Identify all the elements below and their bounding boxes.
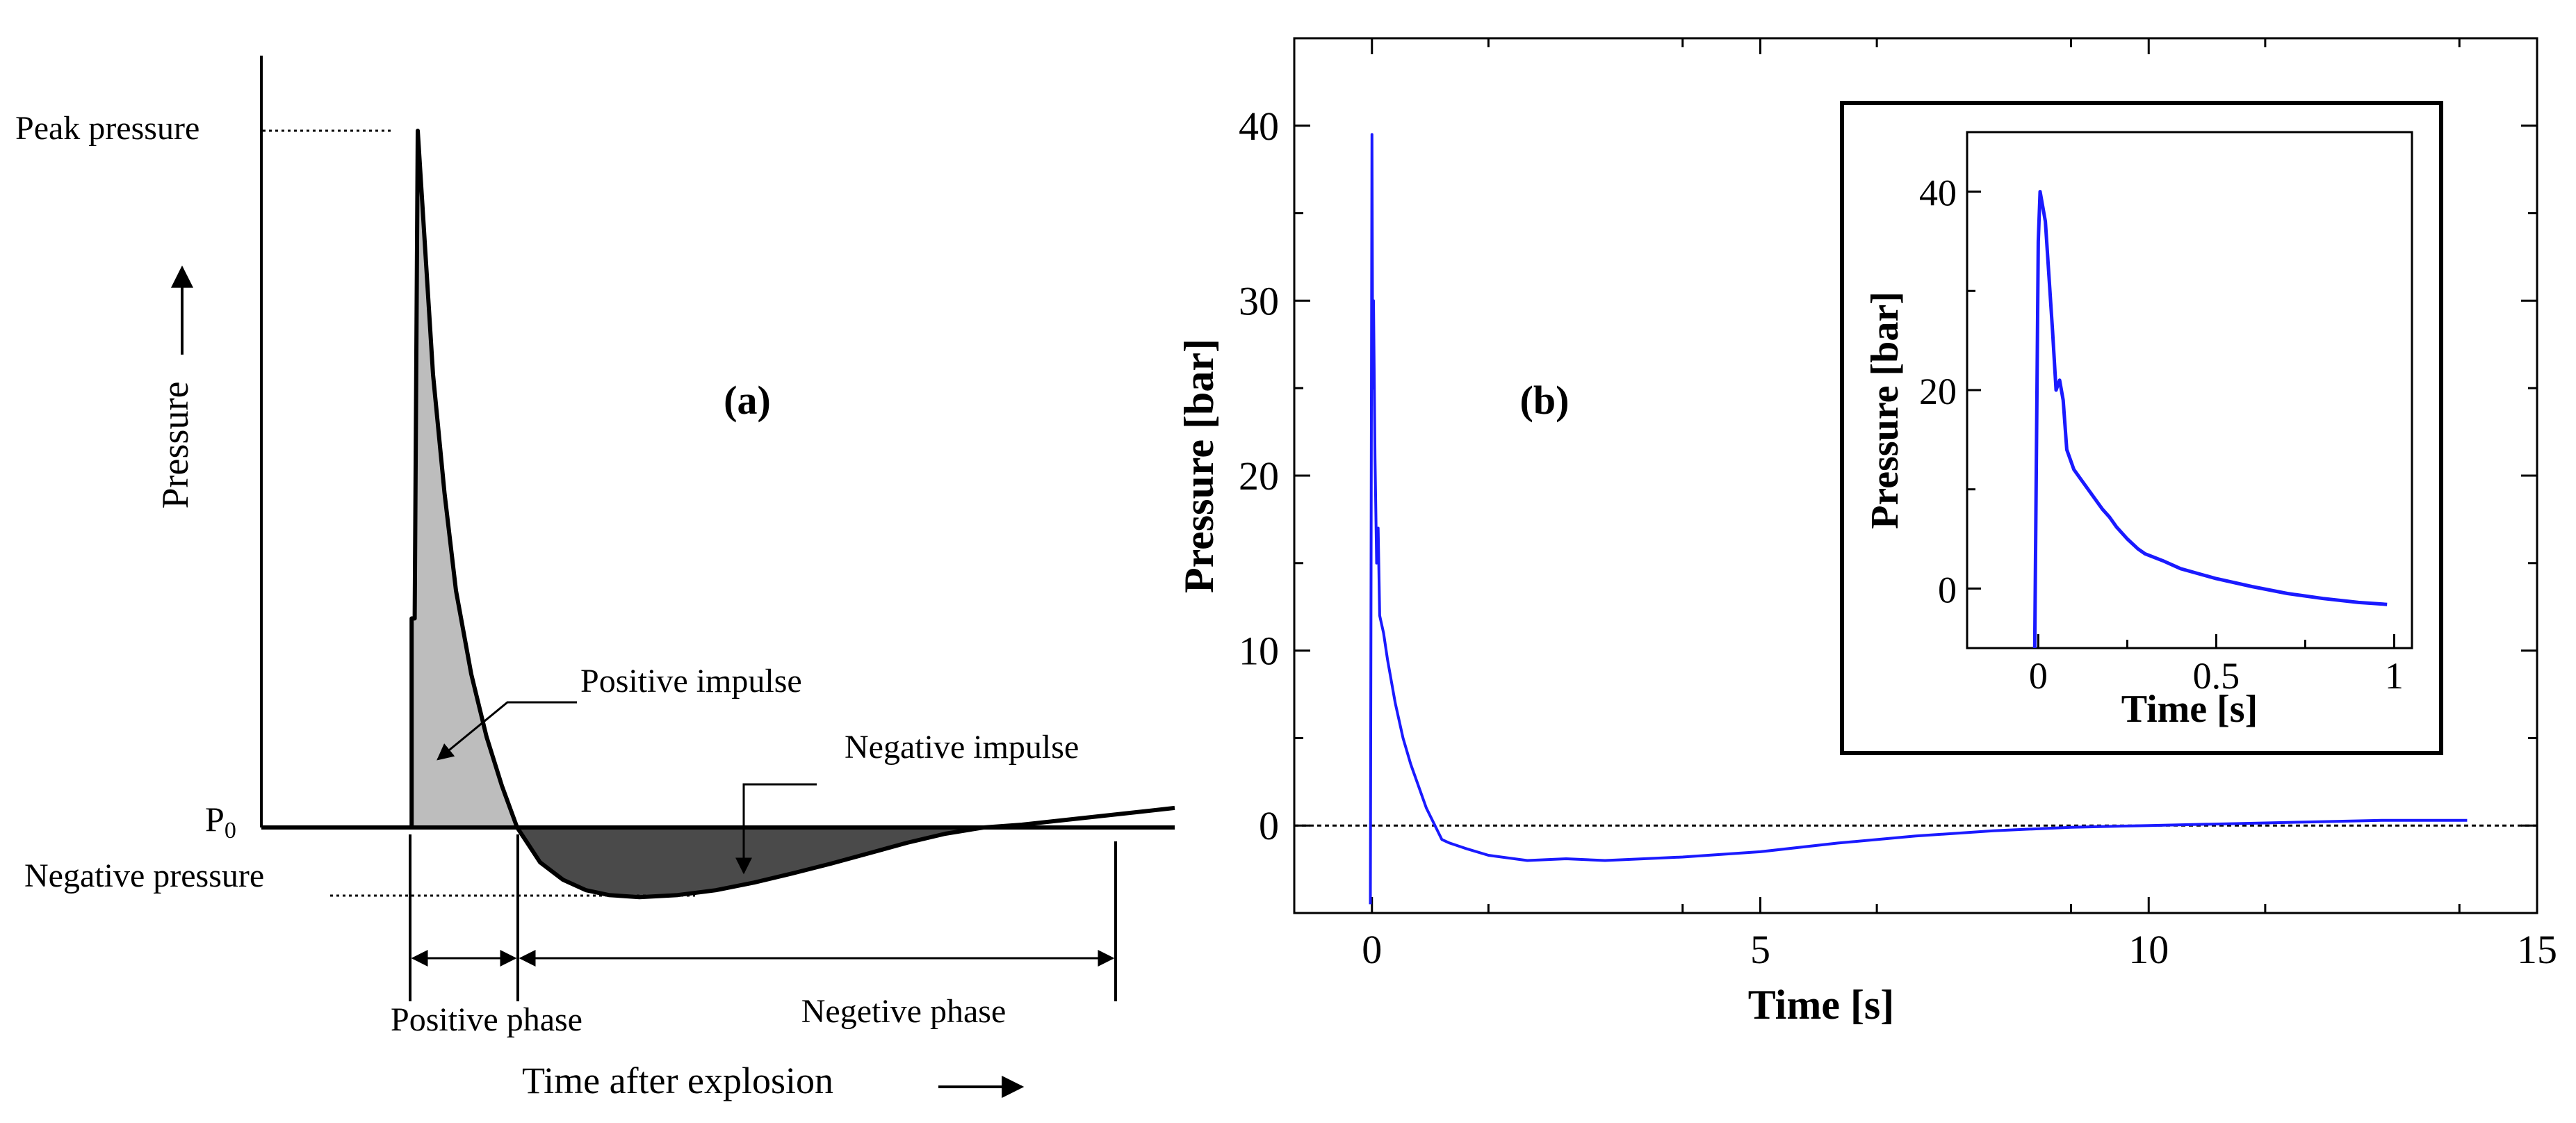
inset-y-tick-label: 20 [1919, 371, 1957, 412]
panel-a: Peak pressure Negative pressure Positive… [15, 56, 1175, 1101]
inset-y-tick-label: 40 [1919, 172, 1957, 214]
negative-impulse-label: Negative impulse [845, 729, 1079, 766]
b-pressure-series-line [1369, 133, 2468, 905]
inset-ticks [1967, 191, 2395, 648]
p0-label: P0 [205, 800, 236, 843]
inset-tick-labels: 0 0.5 1 0 20 40 [1919, 172, 2404, 697]
positive-impulse-area [410, 131, 517, 827]
inset-outer-border [1840, 101, 2443, 755]
positive-phase-label: Positive phase [391, 1001, 582, 1038]
negative-impulse-pointer [735, 783, 817, 875]
panel-a-label: (a) [724, 378, 771, 423]
b-x-tick-label: 0 [1362, 927, 1382, 972]
inset-y-tick-label: 0 [1938, 569, 1957, 611]
a-y-axis-label: Pressure [154, 382, 196, 509]
inset-pressure-series-line [2032, 190, 2388, 649]
negative-pressure-label: Negative pressure [24, 857, 264, 894]
b-x-tick-label: 15 [2517, 927, 2557, 972]
pressure-curve [409, 129, 1175, 900]
b-x-tick-label: 10 [2128, 927, 2169, 972]
negative-phase-label: Negetive phase [801, 993, 1006, 1030]
b-x-axis-label: Time [s] [1748, 982, 1895, 1028]
inset-x-tick-label: 0 [2029, 655, 2048, 697]
b-y-tick-label: 10 [1239, 629, 1279, 674]
b-y-axis-label: Pressure [bar] [1176, 339, 1222, 593]
b-y-tick-label: 20 [1239, 453, 1279, 499]
peak-pressure-label: Peak pressure [15, 110, 199, 147]
inset-y-axis-label: Pressure [bar] [1864, 291, 1907, 529]
b-y-tick-label: 30 [1239, 278, 1279, 323]
negative-impulse-area [517, 827, 984, 898]
inset-x-tick-label: 0.5 [2193, 655, 2240, 697]
positive-impulse-pointer [437, 701, 577, 761]
panel-b-label: (b) [1520, 378, 1570, 423]
a-x-axis-label: Time after explosion [522, 1060, 833, 1101]
b-y-tick-label: 40 [1239, 104, 1279, 149]
inset-x-tick-label: 1 [2385, 655, 2404, 697]
inset-x-axis-label: Time [s] [2121, 688, 2258, 731]
positive-impulse-label: Positive impulse [580, 663, 802, 700]
b-ticks [1293, 37, 2538, 914]
b-x-tick-label: 5 [1750, 927, 1770, 972]
inset-chart: 0 0.5 1 0 20 40 Time [s] Pressure [bar] [1840, 101, 2443, 755]
b-y-tick-label: 0 [1259, 803, 1279, 848]
